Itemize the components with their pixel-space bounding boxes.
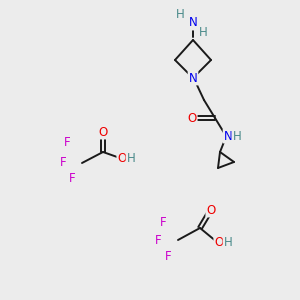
Text: F: F	[69, 172, 75, 184]
Text: O: O	[117, 152, 127, 164]
Text: N: N	[189, 71, 197, 85]
Text: O: O	[206, 203, 216, 217]
Text: F: F	[60, 157, 66, 169]
Text: N: N	[224, 130, 232, 142]
Text: H: H	[224, 236, 232, 248]
Text: O: O	[98, 125, 108, 139]
Text: F: F	[165, 250, 171, 262]
Text: O: O	[214, 236, 224, 248]
Text: F: F	[160, 215, 166, 229]
Text: F: F	[155, 233, 161, 247]
Text: H: H	[232, 130, 242, 142]
Text: F: F	[64, 136, 70, 149]
Text: H: H	[127, 152, 135, 164]
Text: O: O	[188, 112, 196, 124]
Text: H: H	[199, 26, 207, 40]
Text: N: N	[189, 16, 197, 29]
Text: H: H	[176, 8, 184, 22]
